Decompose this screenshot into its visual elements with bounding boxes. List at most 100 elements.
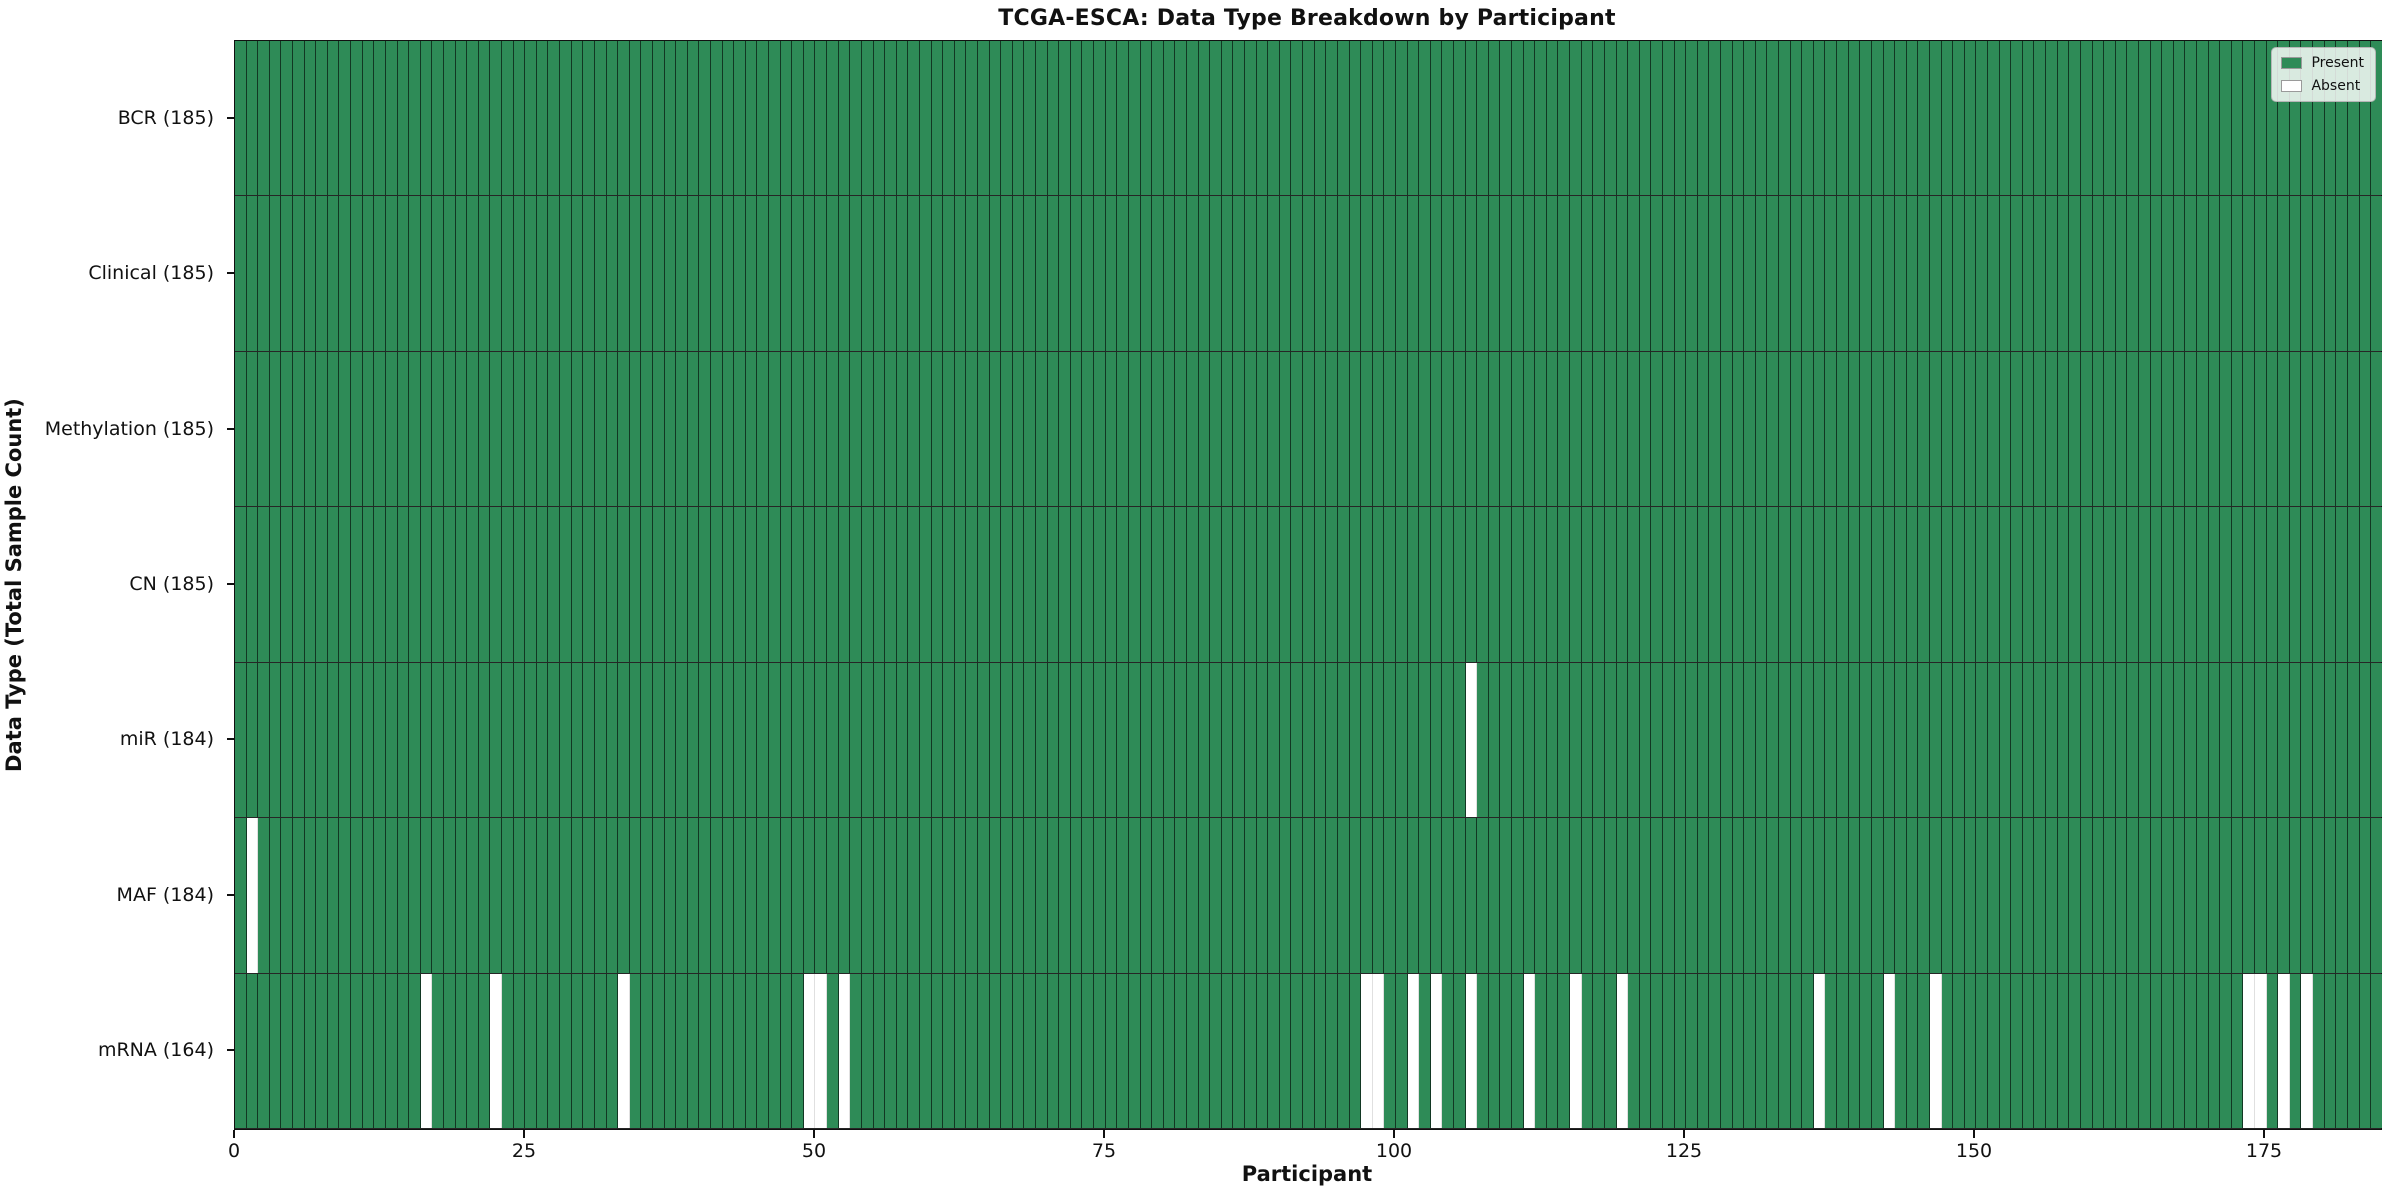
x-tick-mark — [1103, 1130, 1105, 1138]
matrix-cell — [269, 351, 282, 507]
matrix-cell — [943, 662, 955, 818]
matrix-cell — [606, 973, 619, 1128]
matrix-cell — [490, 41, 503, 196]
matrix-cell — [467, 196, 479, 351]
x-tick-mark — [233, 1130, 235, 1138]
matrix-cell — [1001, 818, 1013, 973]
matrix-cell — [258, 351, 270, 507]
matrix-cell — [652, 973, 665, 1128]
matrix-cell — [2080, 662, 2093, 818]
matrix-cell — [1581, 196, 1594, 351]
matrix-cell — [1012, 196, 1025, 351]
matrix-cell — [1361, 351, 1373, 507]
matrix-cell — [443, 196, 456, 351]
matrix-cell — [2371, 973, 2382, 1128]
matrix-cell — [1860, 662, 1872, 818]
matrix-cell — [1453, 196, 1466, 351]
matrix-cell — [1430, 351, 1443, 507]
matrix-cell — [1512, 351, 1524, 507]
matrix-cell — [2208, 351, 2221, 507]
matrix-cell — [351, 351, 363, 507]
matrix-cell — [1337, 351, 1350, 507]
matrix-cell — [2231, 351, 2244, 507]
matrix-cell — [502, 507, 514, 662]
matrix-cell — [571, 351, 584, 507]
matrix-cell — [2057, 973, 2070, 1128]
y-tick-mark — [227, 272, 234, 275]
matrix-cell — [978, 973, 990, 1128]
matrix-cell — [1210, 818, 1222, 973]
matrix-cell — [1837, 41, 1849, 196]
matrix-cell — [1558, 818, 1571, 973]
matrix-cell — [2115, 818, 2128, 973]
matrix-cell — [2359, 973, 2372, 1128]
matrix-cell — [2092, 351, 2105, 507]
matrix-cell — [1976, 818, 1989, 973]
matrix-cell — [1871, 973, 1884, 1128]
matrix-cell — [873, 507, 886, 662]
matrix-cell — [269, 662, 282, 818]
present-swatch — [2281, 57, 2303, 69]
matrix-cell — [1976, 973, 1989, 1128]
matrix-cell — [1686, 662, 1698, 818]
matrix-cell — [351, 973, 363, 1128]
matrix-cell — [2266, 818, 2279, 973]
matrix-cell — [919, 973, 932, 1128]
matrix-cell — [1802, 507, 1814, 662]
matrix-cell — [339, 973, 352, 1128]
matrix-cell — [548, 351, 561, 507]
matrix-cell — [2150, 973, 2163, 1128]
matrix-cell — [1314, 973, 1327, 1128]
matrix-cell — [850, 973, 862, 1128]
matrix-cell — [2371, 818, 2382, 973]
matrix-cell — [432, 662, 444, 818]
matrix-cell — [2324, 973, 2337, 1128]
matrix-cell — [1697, 973, 1710, 1128]
matrix-cell — [966, 351, 978, 507]
legend-item-present: Present — [2281, 55, 2364, 71]
matrix-cell — [571, 41, 584, 196]
matrix-cell — [1570, 818, 1582, 973]
matrix-cell — [954, 818, 967, 973]
matrix-cell — [861, 662, 874, 818]
matrix-cell — [2104, 351, 2116, 507]
matrix-cell — [235, 196, 247, 351]
matrix-cell — [1419, 41, 1431, 196]
heatmap-row-BCR — [235, 41, 2382, 197]
matrix-cell — [1860, 973, 1872, 1128]
matrix-cell — [455, 973, 468, 1128]
matrix-cell — [1697, 41, 1710, 196]
matrix-cell — [652, 351, 665, 507]
matrix-cell — [1094, 818, 1106, 973]
matrix-cell — [397, 507, 410, 662]
matrix-cell — [1558, 41, 1571, 196]
matrix-cell — [1012, 662, 1025, 818]
matrix-cell — [1442, 41, 1454, 196]
matrix-cell — [1929, 351, 1942, 507]
matrix-cell — [1059, 41, 1071, 196]
matrix-cell — [2034, 973, 2047, 1128]
matrix-cell — [1128, 662, 1141, 818]
matrix-cell — [1929, 196, 1942, 351]
matrix-cell — [792, 662, 804, 818]
matrix-cell — [1140, 973, 1153, 1128]
matrix-cell — [2347, 818, 2360, 973]
matrix-cell — [1500, 662, 1513, 818]
matrix-cell — [1337, 507, 1350, 662]
matrix-cell — [246, 973, 259, 1128]
matrix-cell — [1268, 351, 1280, 507]
matrix-cell — [2069, 41, 2081, 196]
matrix-cell — [896, 507, 909, 662]
matrix-cell — [235, 41, 247, 196]
matrix-cell — [1883, 662, 1896, 818]
matrix-cell — [2185, 507, 2197, 662]
matrix-cell — [722, 973, 735, 1128]
matrix-cell — [1674, 973, 1687, 1128]
matrix-cell — [1581, 507, 1594, 662]
matrix-cell — [455, 196, 468, 351]
matrix-cell — [385, 818, 398, 973]
matrix-cell — [1604, 818, 1617, 973]
matrix-cell — [908, 196, 920, 351]
matrix-cell — [1964, 507, 1977, 662]
matrix-cell — [908, 818, 920, 973]
